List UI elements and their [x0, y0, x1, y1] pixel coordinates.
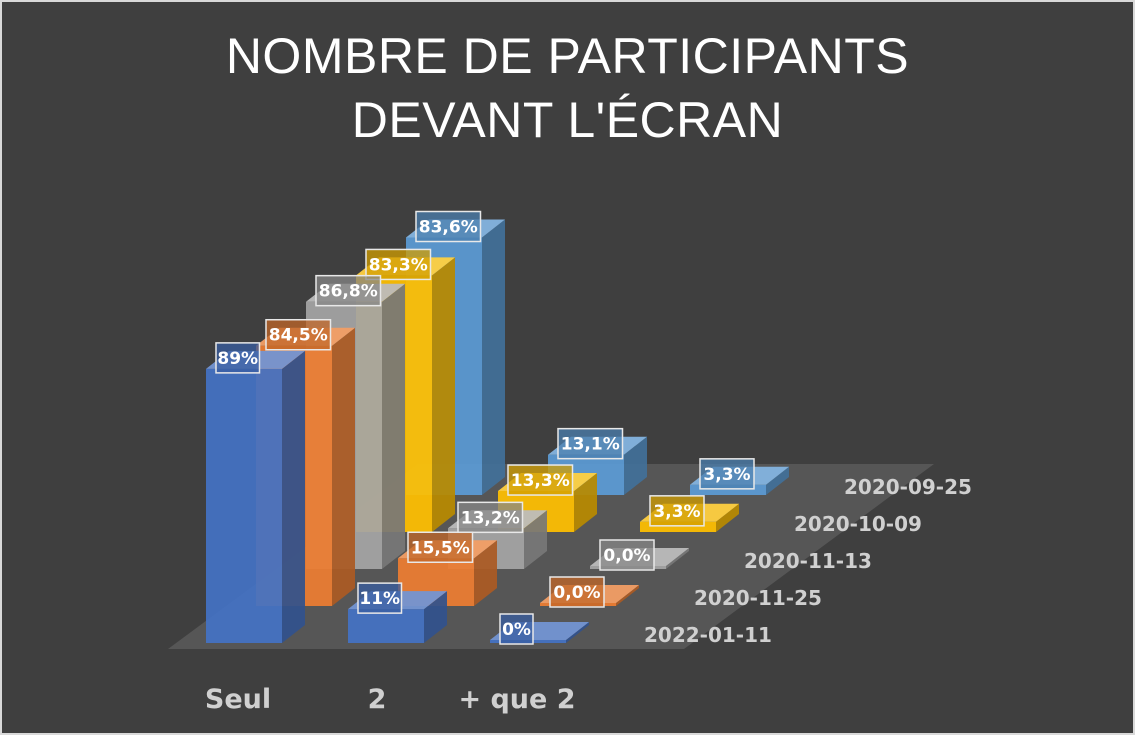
data-label: 13,1% [557, 427, 624, 460]
data-label-box [499, 613, 534, 645]
data-labels: 83,6% 13,1% 3,3% 83,3% 13,3% 3,3% 86,8% 13,2% 0,… [215, 210, 755, 645]
data-label-text: 84,5% [269, 326, 328, 346]
bar-front [206, 368, 282, 643]
data-label: 84,5% [265, 318, 332, 351]
data-label-text: 3,3% [703, 465, 750, 485]
series-label: 2022-01-11 [644, 623, 772, 647]
data-label: 11% [357, 582, 403, 614]
data-label-box [599, 539, 655, 571]
data-label-box [557, 427, 624, 460]
data-label-box [549, 576, 605, 608]
bar-side [624, 436, 647, 495]
bar-side [332, 327, 355, 606]
data-label: 3,3% [699, 458, 755, 490]
chart-title-line-2: DEVANT L'ÉCRAN [351, 92, 784, 148]
data-label-box [215, 342, 261, 374]
data-label: 13,2% [457, 501, 524, 534]
data-label-text: 13,2% [461, 508, 520, 528]
data-label: 83,6% [415, 210, 482, 243]
data-label-box [315, 274, 382, 307]
series-label: 2020-11-13 [744, 549, 872, 573]
bar-side [716, 503, 739, 532]
data-label-text: 83,3% [369, 255, 428, 275]
bar-side [482, 219, 505, 495]
data-label-text: 0,0% [603, 546, 650, 566]
data-label-box [649, 495, 705, 527]
data-label-box [507, 464, 574, 496]
data-label-text: 89% [217, 349, 258, 369]
data-label: 86,8% [315, 274, 382, 307]
data-label-text: 13,3% [511, 471, 570, 491]
data-label-box [265, 318, 332, 351]
bar-side [524, 510, 547, 569]
data-label-text: 86,8% [319, 282, 378, 302]
bar-side [382, 283, 405, 569]
category-label: 2 [368, 684, 387, 715]
series-label: 2020-09-25 [844, 475, 972, 499]
data-label: 0,0% [599, 539, 655, 571]
data-label: 83,3% [365, 248, 432, 281]
data-label-text: 3,3% [653, 502, 700, 522]
bar-2022-01-11-0 [206, 350, 305, 643]
bar-front [348, 609, 424, 643]
data-label: 0% [499, 613, 534, 645]
data-label-box [415, 210, 482, 243]
data-label: 89% [215, 342, 261, 374]
data-label: 13,3% [507, 464, 574, 496]
data-label-box [357, 582, 403, 614]
data-label-box [365, 248, 432, 281]
bar-side [574, 473, 597, 532]
bar-side [616, 585, 639, 606]
data-label: 3,3% [649, 495, 705, 527]
data-label: 15,5% [407, 531, 474, 564]
data-label-text: 83,6% [419, 218, 478, 238]
data-label-box [699, 458, 755, 490]
data-label-box [407, 531, 474, 564]
series-label: 2020-11-25 [694, 586, 822, 610]
series-label: 2020-10-09 [794, 512, 922, 536]
bar-side [766, 466, 789, 495]
data-label-box [457, 501, 524, 534]
category-label: Seul [205, 684, 271, 715]
bar-side [432, 257, 455, 532]
bar-side [474, 540, 497, 606]
chart-title-line-1: NOMBRE DE PARTICIPANTS [225, 28, 910, 84]
series-axis-labels: 2022-01-11 2020-11-25 2020-11-13 2020-10-09… [644, 475, 972, 647]
data-label-text: 13,1% [561, 435, 620, 455]
bar-side [566, 622, 589, 643]
category-label: + que 2 [458, 684, 575, 715]
category-axis-labels: Seul 2 + que 2 [205, 684, 576, 715]
data-label: 0,0% [549, 576, 605, 608]
bar-side [666, 548, 689, 569]
chart-title: NOMBRE DE PARTICIPANTS DEVANT L'ÉCRAN [2, 24, 1133, 152]
data-label-text: 0% [502, 620, 531, 640]
bar-side [282, 350, 305, 643]
data-label-text: 11% [359, 589, 400, 609]
data-label-text: 15,5% [411, 538, 470, 558]
bar-side [424, 591, 447, 643]
data-label-text: 0,0% [553, 583, 600, 603]
